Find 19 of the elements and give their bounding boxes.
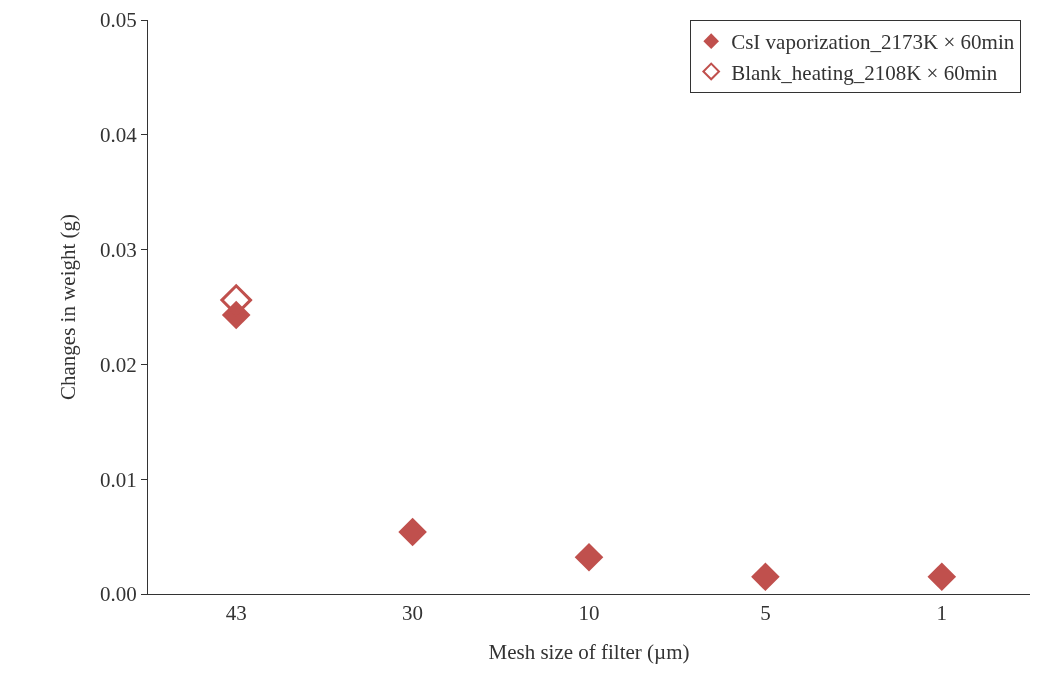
y-tick-label: 0.02 bbox=[100, 352, 137, 377]
legend-label: CsI vaporization_2173K × 60min bbox=[731, 30, 1015, 55]
y-tick-label: 0.01 bbox=[100, 467, 137, 492]
x-tick-label: 5 bbox=[760, 601, 771, 626]
y-axis-title: Changes in weight (g) bbox=[56, 213, 81, 401]
legend-label: Blank_heating_2108K × 60min bbox=[731, 60, 998, 85]
point bbox=[927, 562, 957, 592]
y-tick-label: 0.03 bbox=[100, 237, 137, 262]
x-axis-title: Mesh size of filter (µm) bbox=[488, 640, 690, 665]
x-tick-label: 1 bbox=[936, 601, 948, 626]
y-tick-label: 0.04 bbox=[100, 123, 138, 148]
x-tick-label: 10 bbox=[578, 601, 600, 626]
point bbox=[574, 542, 604, 572]
x-tick-label: 30 bbox=[402, 601, 424, 626]
y-tick-label: 0.05 bbox=[100, 8, 137, 33]
x-tick-label: 43 bbox=[225, 601, 247, 626]
point bbox=[398, 517, 427, 547]
point bbox=[751, 562, 780, 592]
y-tick-label: 0.00 bbox=[100, 582, 137, 607]
